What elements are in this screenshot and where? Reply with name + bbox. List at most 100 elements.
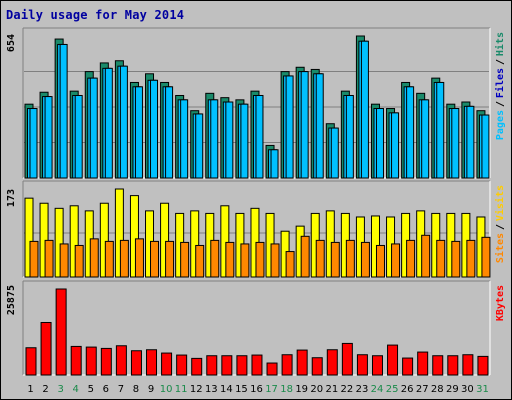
- bar-kbytes-day-25: [387, 344, 399, 376]
- bar-kbytes-day-5: [85, 346, 97, 376]
- x-tick-day-3: 3: [57, 384, 63, 395]
- bar-pages-day-10: [165, 86, 174, 179]
- bar-pages-day-29: [451, 108, 460, 179]
- bar-pages-day-14: [225, 101, 234, 179]
- bar-kbytes-day-4: [70, 345, 82, 376]
- bar-pages-day-19: [300, 71, 309, 179]
- bar-pages-day-9: [150, 79, 159, 179]
- bar-kbytes-day-12: [191, 357, 203, 376]
- bar-pages-day-11: [180, 99, 189, 179]
- bar-sites-day-27: [421, 234, 431, 278]
- bar-sites-day-28: [436, 239, 446, 278]
- x-tick-day-6: 6: [103, 384, 109, 395]
- bar-sites-day-25: [391, 243, 401, 278]
- legend-pages: Pages: [495, 110, 506, 140]
- bar-pages-day-20: [315, 73, 324, 179]
- bar-visits-day-8: [129, 195, 139, 278]
- legend-kbytes: KBytes: [495, 285, 506, 321]
- bar-visits-day-4: [69, 205, 79, 278]
- bar-kbytes-day-8: [130, 350, 142, 376]
- bar-kbytes-day-2: [40, 321, 52, 376]
- bar-pages-day-13: [210, 99, 219, 179]
- bar-pages-day-7: [119, 65, 128, 179]
- x-tick-day-24: 24: [371, 384, 384, 395]
- x-tick-day-21: 21: [325, 384, 338, 395]
- bar-sites-day-30: [466, 239, 476, 278]
- bar-sites-day-9: [150, 240, 160, 278]
- bar-pages-day-26: [406, 86, 415, 179]
- bar-kbytes-day-31: [477, 355, 489, 376]
- bar-sites-day-4: [74, 244, 84, 278]
- bar-kbytes-day-18: [281, 354, 293, 376]
- bar-kbytes-day-22: [341, 342, 353, 376]
- bar-sites-day-15: [240, 243, 250, 278]
- bar-pages-day-18: [285, 75, 294, 179]
- legend-separator: /: [495, 224, 506, 230]
- bar-visits-day-3: [54, 207, 64, 278]
- bar-kbytes-day-1: [25, 347, 37, 376]
- bar-pages-day-1: [29, 108, 38, 179]
- bar-sites-day-19: [300, 235, 310, 278]
- bar-pages-day-8: [134, 86, 143, 179]
- x-tick-day-9: 9: [148, 384, 154, 395]
- bar-pages-day-17: [270, 149, 279, 179]
- bar-sites-day-31: [481, 236, 491, 278]
- bar-sites-day-17: [270, 243, 280, 278]
- bar-pages-day-30: [466, 105, 475, 179]
- bar-sites-day-16: [255, 241, 265, 278]
- bar-pages-day-21: [330, 127, 339, 179]
- x-tick-day-11: 11: [175, 384, 188, 395]
- y-max-label: 25875: [6, 285, 17, 315]
- bar-kbytes-day-20: [311, 357, 323, 376]
- bar-kbytes-day-14: [221, 355, 233, 376]
- x-tick-day-31: 31: [476, 384, 489, 395]
- bar-pages-day-4: [74, 94, 83, 179]
- x-tick-day-13: 13: [205, 384, 218, 395]
- x-tick-day-4: 4: [73, 384, 79, 395]
- bar-kbytes-day-3: [55, 288, 67, 376]
- legend-separator: /: [495, 101, 506, 107]
- bar-sites-day-6: [104, 240, 114, 278]
- x-tick-day-22: 22: [341, 384, 354, 395]
- bar-kbytes-day-13: [206, 355, 218, 376]
- x-tick-day-7: 7: [118, 384, 124, 395]
- bar-sites-day-1: [29, 240, 39, 278]
- x-tick-day-18: 18: [280, 384, 293, 395]
- bar-kbytes-day-23: [356, 354, 368, 376]
- bar-kbytes-day-15: [236, 355, 248, 376]
- bar-sites-day-26: [406, 239, 416, 278]
- bar-visits-day-12: [190, 210, 200, 278]
- legend-hits: Hits: [494, 32, 506, 56]
- bar-kbytes-day-28: [432, 355, 444, 376]
- bar-kbytes-day-26: [402, 357, 414, 376]
- bar-pages-day-5: [89, 77, 98, 179]
- bar-sites-day-8: [134, 238, 144, 278]
- bar-visits-day-6: [99, 202, 109, 278]
- x-tick-day-29: 29: [446, 384, 459, 395]
- x-tick-day-2: 2: [42, 384, 48, 395]
- bar-sites-day-20: [315, 239, 325, 278]
- bar-kbytes-day-7: [115, 345, 127, 376]
- x-tick-day-16: 16: [250, 384, 263, 395]
- x-tick-day-8: 8: [133, 384, 139, 395]
- bar-sites-day-7: [119, 239, 129, 278]
- bar-sites-day-10: [165, 240, 175, 278]
- bar-pages-day-27: [421, 99, 430, 179]
- bar-pages-day-31: [481, 114, 490, 179]
- bar-kbytes-day-9: [146, 349, 158, 376]
- bar-visits-day-14: [220, 205, 230, 278]
- y-max-label: 173: [6, 189, 17, 207]
- bar-pages-day-22: [345, 94, 354, 179]
- bar-sites-day-24: [375, 244, 385, 278]
- bar-pages-day-3: [59, 43, 68, 179]
- bar-sites-day-11: [180, 241, 190, 278]
- bar-pages-day-12: [195, 113, 204, 179]
- bar-sites-day-29: [451, 240, 461, 278]
- x-tick-day-15: 15: [235, 384, 248, 395]
- bar-pages-day-6: [104, 67, 113, 179]
- bar-pages-day-28: [436, 81, 445, 179]
- legend-sites: Sites: [494, 233, 506, 263]
- bar-kbytes-day-10: [161, 352, 173, 376]
- bar-visits-day-7: [114, 188, 124, 278]
